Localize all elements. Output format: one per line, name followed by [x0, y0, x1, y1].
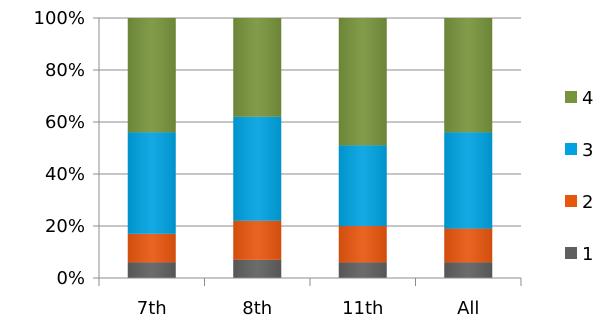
bar-segment-shading — [444, 262, 493, 278]
bar-segment-shading — [444, 228, 493, 263]
legend: 4 3 2 1 — [565, 88, 593, 265]
legend-swatch-4 — [565, 91, 577, 103]
x-tick-label: 8th — [242, 298, 272, 319]
x-tick-label: All — [457, 298, 479, 319]
legend-swatch-2 — [565, 195, 577, 207]
legend-label-3: 3 — [582, 140, 593, 161]
y-tick-labels: 0% 20% 40% 60% 80% 100% — [34, 8, 85, 289]
bar-segment-shading — [127, 132, 176, 234]
bar-segment-shading — [233, 18, 282, 117]
legend-swatch-3 — [565, 143, 577, 155]
x-tick-label: 7th — [137, 298, 167, 319]
bar-segment-shading — [127, 233, 176, 263]
axes — [93, 17, 522, 286]
y-tick-label: 0% — [56, 268, 85, 289]
bar-segment-shading — [127, 18, 176, 133]
x-tick-label: 11th — [342, 298, 383, 319]
legend-swatch-1 — [565, 247, 577, 259]
y-tick-label: 40% — [45, 164, 85, 185]
bar-segment-shading — [338, 145, 387, 226]
bar-segment-shading — [338, 226, 387, 263]
y-tick-label: 100% — [34, 8, 85, 29]
x-tick-labels: 7th 8th 11th All — [137, 298, 480, 319]
bar-segment-shading — [233, 259, 282, 278]
y-tick-label: 80% — [45, 60, 85, 81]
bar-segment-shading — [338, 18, 387, 146]
bar-segment-shading — [233, 116, 282, 221]
y-tick-label: 60% — [45, 112, 85, 133]
bar-segment-shading — [444, 18, 493, 133]
bar-segment-shading — [444, 132, 493, 229]
legend-label-4: 4 — [582, 88, 593, 109]
y-tick-label: 20% — [45, 216, 85, 237]
legend-label-2: 2 — [582, 192, 593, 213]
bar-segment-shading — [127, 262, 176, 278]
legend-label-1: 1 — [582, 244, 593, 265]
bar-segment-shading — [233, 220, 282, 260]
bar-segment-shading — [338, 262, 387, 278]
bars — [127, 18, 493, 278]
